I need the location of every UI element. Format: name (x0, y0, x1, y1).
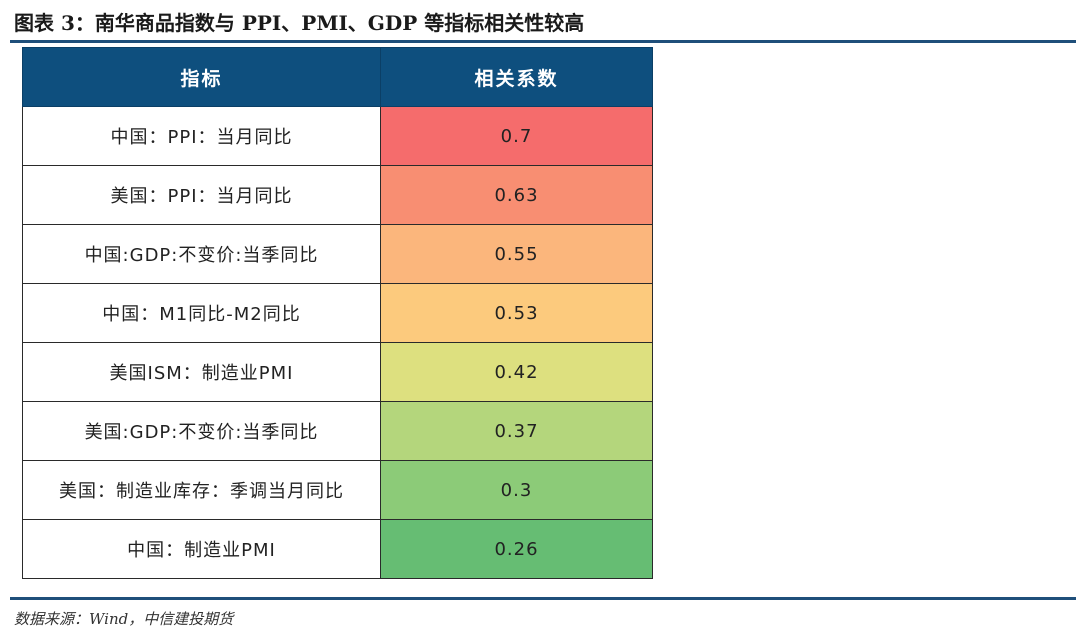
correlation-value: 0.37 (380, 401, 653, 461)
table-row: 美国:GDP:不变价:当季同比 0.37 (22, 401, 653, 461)
table-header-row: 指标 相关系数 (22, 47, 653, 107)
correlation-value: 0.3 (380, 460, 653, 520)
table-row: 中国：制造业PMI 0.26 (22, 519, 653, 579)
correlation-value: 0.63 (380, 165, 653, 225)
indicator-name: 中国：PPI：当月同比 (22, 106, 381, 166)
table-row: 美国：PPI：当月同比 0.63 (22, 165, 653, 225)
table-row: 美国：制造业库存：季调当月同比 0.3 (22, 460, 653, 520)
figure-title: 图表 3：南华商品指数与 PPI、PMI、GDP 等指标相关性较高 (14, 11, 585, 35)
header-correlation: 相关系数 (380, 47, 653, 107)
indicator-name: 美国:GDP:不变价:当季同比 (22, 401, 381, 461)
correlation-value: 0.42 (380, 342, 653, 402)
indicator-name: 中国：M1同比-M2同比 (22, 283, 381, 343)
footer-divider (10, 597, 1076, 600)
table-row: 中国:GDP:不变价:当季同比 0.55 (22, 224, 653, 284)
table-row: 中国：M1同比-M2同比 0.53 (22, 283, 653, 343)
header-indicator: 指标 (22, 47, 381, 107)
correlation-value: 0.7 (380, 106, 653, 166)
correlation-table: 指标 相关系数 中国：PPI：当月同比 0.7 美国：PPI：当月同比 0.63… (22, 47, 653, 579)
title-divider (10, 40, 1076, 43)
indicator-name: 中国：制造业PMI (22, 519, 381, 579)
indicator-name: 中国:GDP:不变价:当季同比 (22, 224, 381, 284)
indicator-name: 美国：制造业库存：季调当月同比 (22, 460, 381, 520)
table-row: 美国ISM：制造业PMI 0.42 (22, 342, 653, 402)
correlation-value: 0.26 (380, 519, 653, 579)
table-row: 中国：PPI：当月同比 0.7 (22, 106, 653, 166)
correlation-value: 0.53 (380, 283, 653, 343)
correlation-value: 0.55 (380, 224, 653, 284)
indicator-name: 美国：PPI：当月同比 (22, 165, 381, 225)
source-note: 数据来源：Wind，中信建投期货 (14, 610, 234, 628)
indicator-name: 美国ISM：制造业PMI (22, 342, 381, 402)
